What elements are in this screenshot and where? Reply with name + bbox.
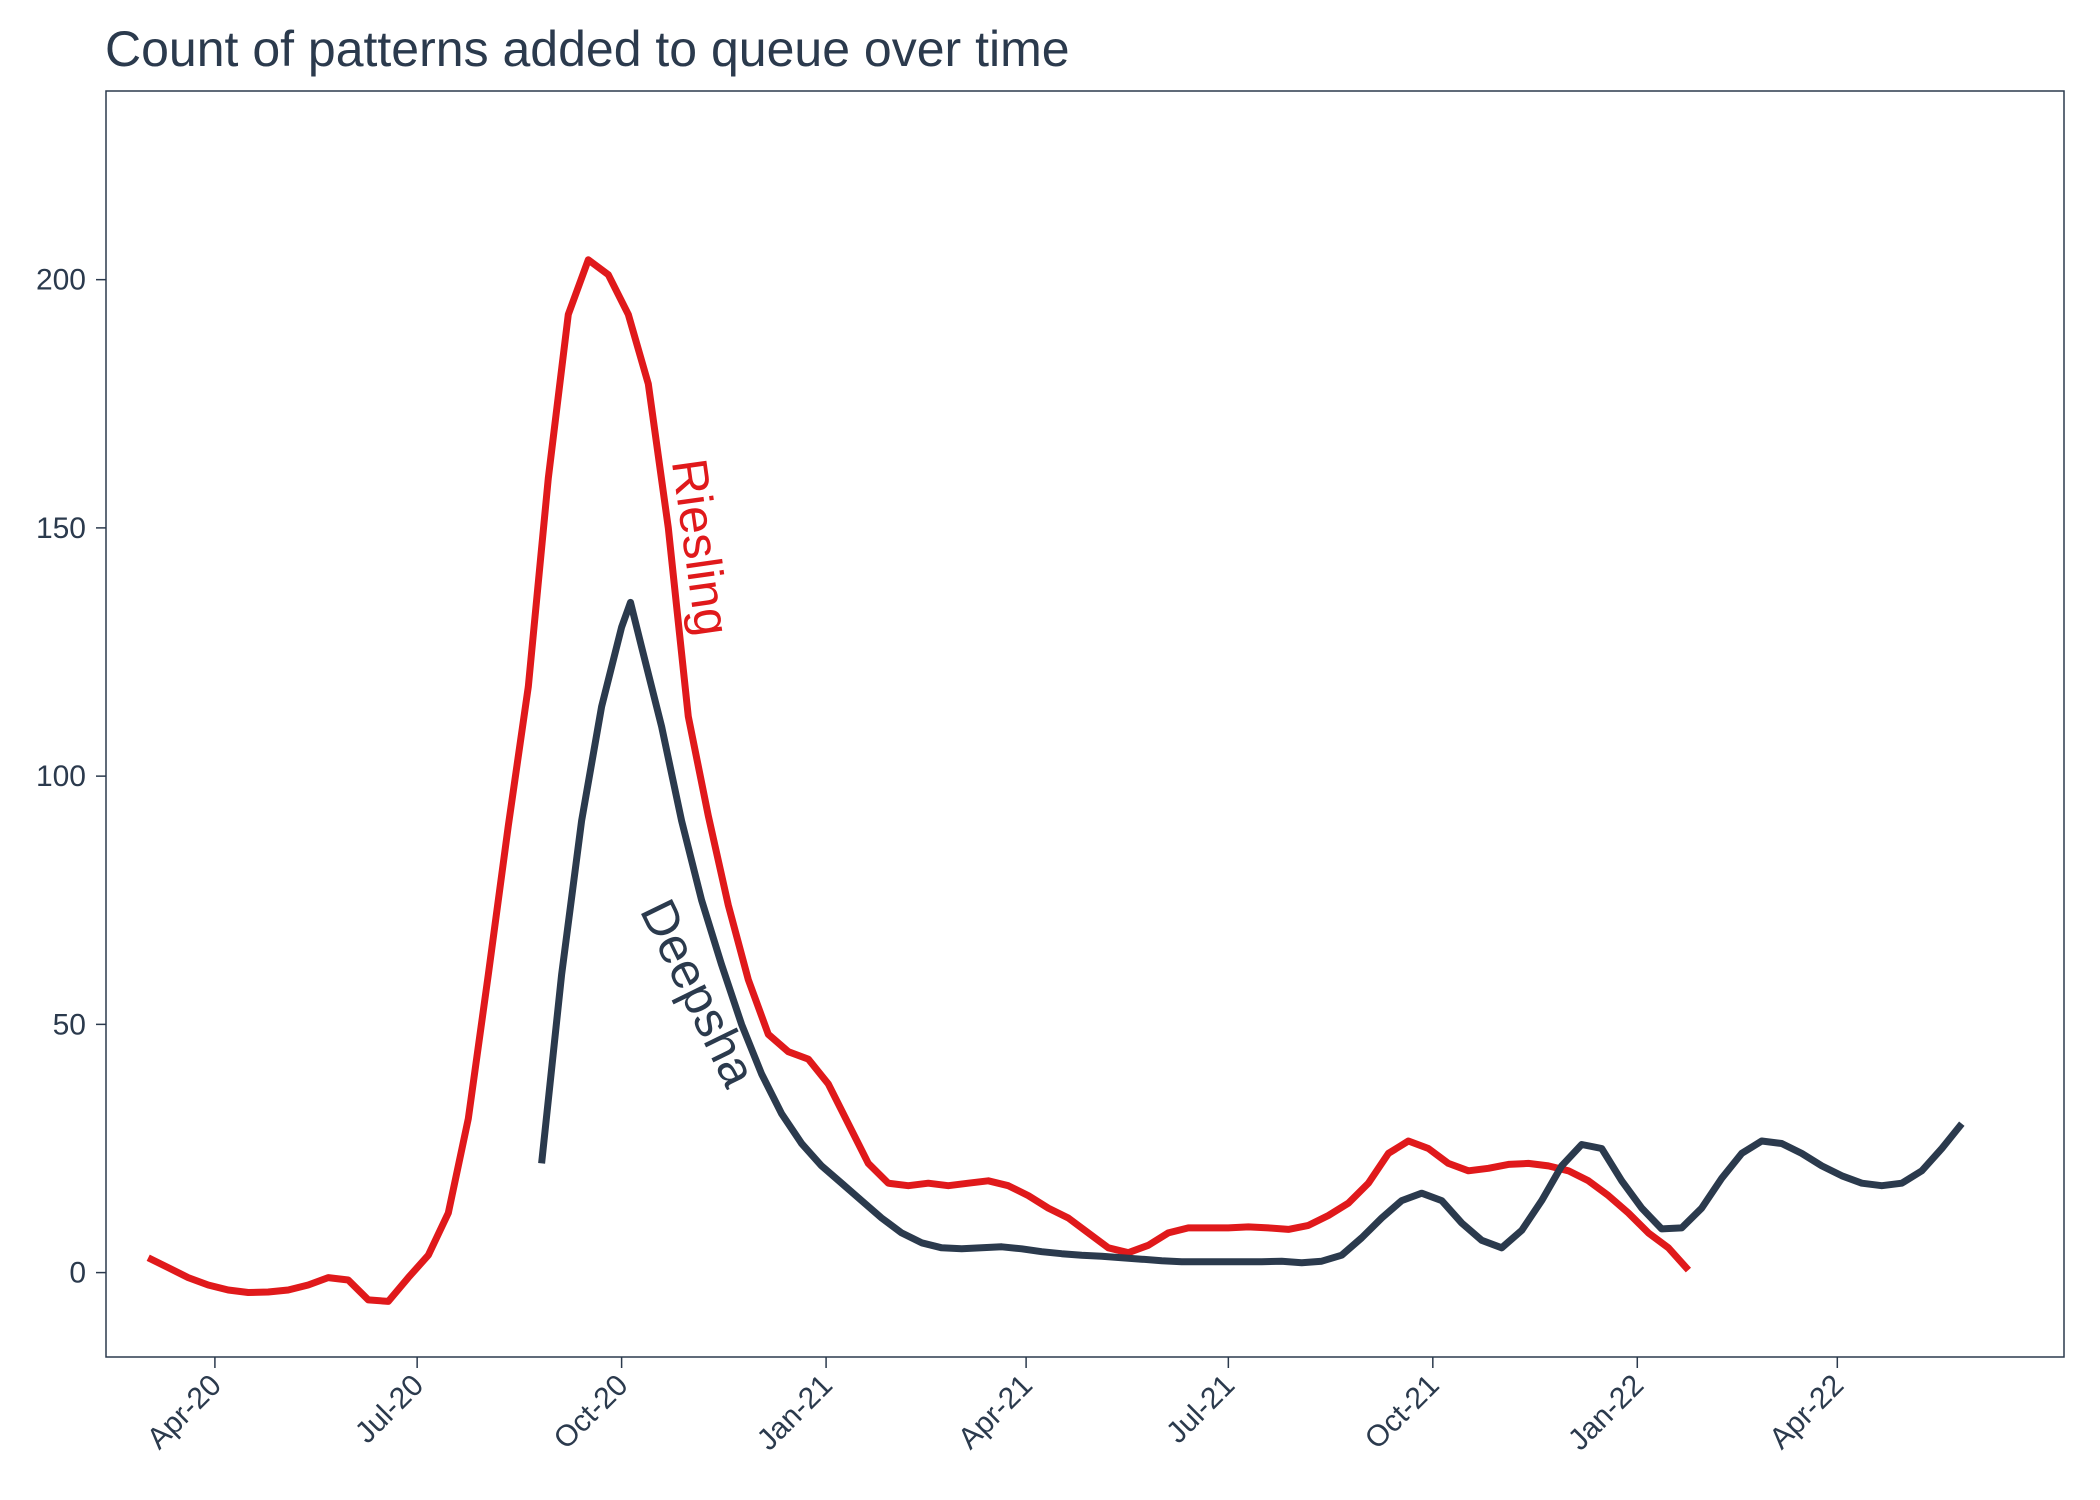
x-tick-label: Oct-20 xyxy=(548,1369,635,1456)
y-tick-label: 200 xyxy=(36,264,86,297)
y-tick-label: 50 xyxy=(53,1008,86,1041)
series-line-deepsha xyxy=(538,598,1965,1267)
series-line-riesling xyxy=(146,256,1692,1305)
x-tick-label: Jul-21 xyxy=(1160,1369,1241,1450)
series-label-riesling: Riesling xyxy=(661,455,741,639)
y-axis: 0 50 100 150 200 xyxy=(36,264,106,1290)
series-layer xyxy=(146,256,1965,1305)
chart-title: Count of patterns added to queue over ti… xyxy=(105,21,1070,77)
y-tick-label: 0 xyxy=(69,1257,86,1290)
x-tick-label: Apr-20 xyxy=(141,1369,228,1456)
x-axis: Apr-20 Jul-20 Oct-20 Jan-21 Apr-21 Jul-21 Oct-… xyxy=(141,1357,1850,1457)
x-tick-label: Apr-22 xyxy=(1763,1369,1850,1456)
y-tick-label: 150 xyxy=(36,512,86,545)
x-tick-label: Jan-21 xyxy=(751,1369,839,1457)
x-tick-label: Oct-21 xyxy=(1359,1369,1446,1456)
x-tick-label: Apr-21 xyxy=(952,1369,1039,1456)
series-label-deepsha: Deepsha xyxy=(629,891,767,1096)
plot-area-frame xyxy=(105,90,2065,1358)
x-tick-label: Jul-20 xyxy=(349,1369,430,1450)
x-tick-label: Jan-22 xyxy=(1562,1369,1650,1457)
y-tick-label: 100 xyxy=(36,760,86,793)
